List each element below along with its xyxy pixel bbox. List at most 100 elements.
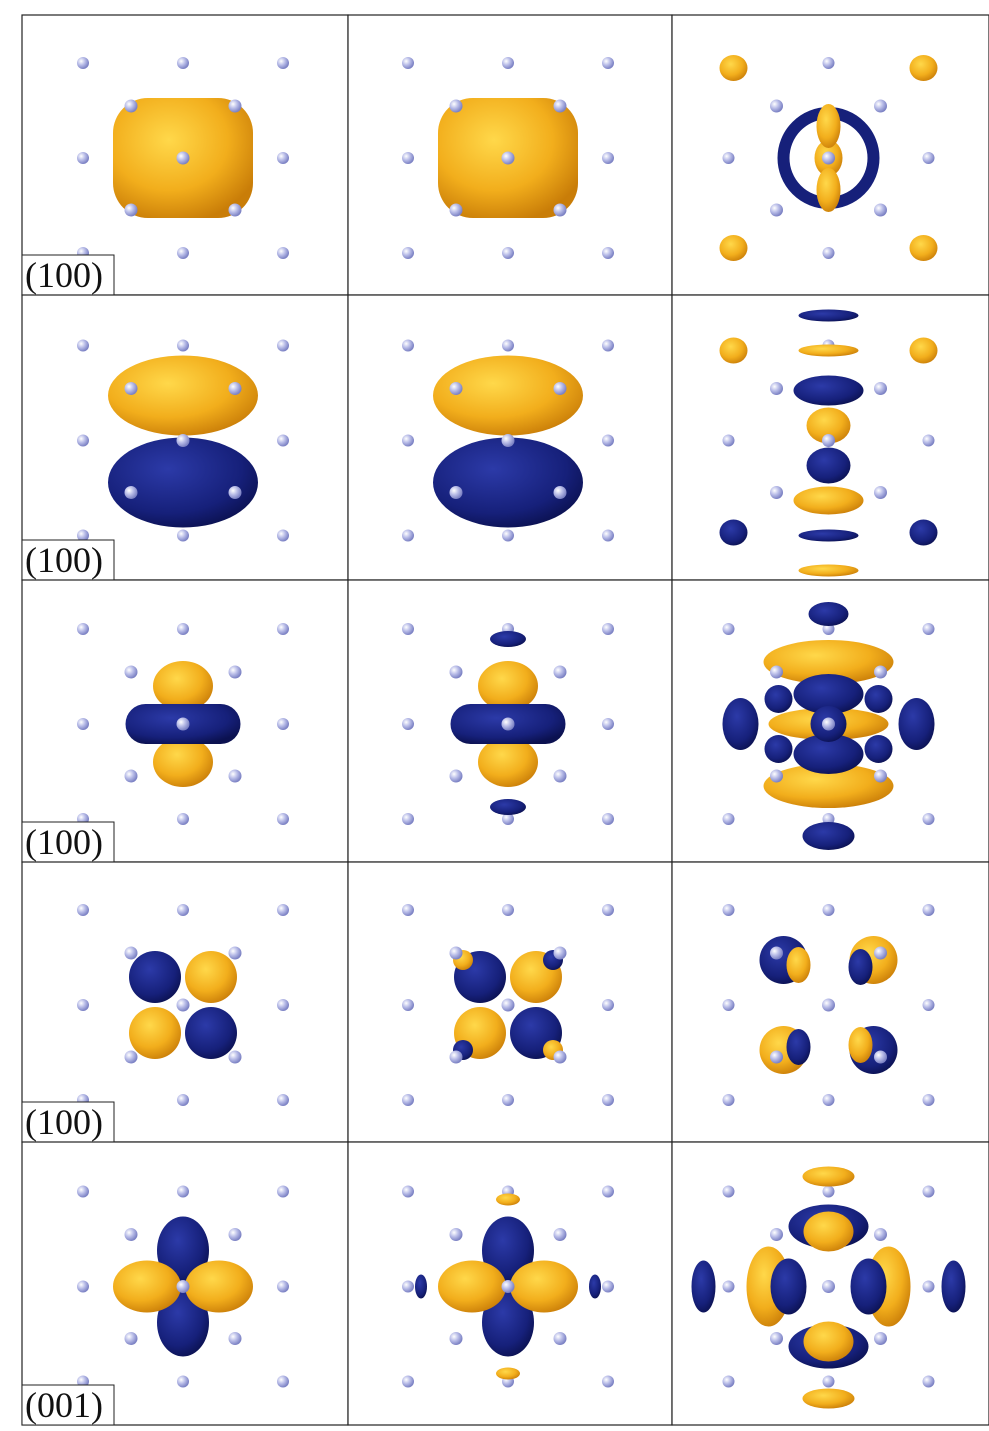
lobe xyxy=(720,55,748,81)
atom xyxy=(277,247,289,259)
atom xyxy=(402,1094,414,1106)
atom xyxy=(402,813,414,825)
atom xyxy=(77,152,89,164)
row-label: (100) xyxy=(25,540,103,580)
atom xyxy=(770,486,783,499)
lobe xyxy=(865,685,893,713)
lobe xyxy=(108,438,258,528)
atom xyxy=(125,1228,138,1241)
atom xyxy=(602,57,614,69)
lobe xyxy=(865,735,893,763)
lobe xyxy=(809,602,849,626)
atom xyxy=(602,1186,614,1198)
atom xyxy=(602,623,614,635)
panel xyxy=(348,1142,672,1425)
atom xyxy=(770,1228,783,1241)
atom xyxy=(402,718,414,730)
lobe xyxy=(153,737,213,787)
figure: (100)(100)(100)(100)(001) xyxy=(0,0,989,1431)
atom xyxy=(77,904,89,916)
atom xyxy=(77,623,89,635)
atom xyxy=(502,999,515,1012)
atom xyxy=(823,1376,835,1388)
lobe xyxy=(415,1275,427,1299)
atom xyxy=(125,770,138,783)
lobe xyxy=(185,1261,253,1313)
atom xyxy=(923,1186,935,1198)
atom xyxy=(125,382,138,395)
atom xyxy=(277,530,289,542)
atom xyxy=(277,1281,289,1293)
atom xyxy=(402,530,414,542)
lobe xyxy=(185,1007,237,1059)
atom xyxy=(177,718,190,731)
atom xyxy=(723,1376,735,1388)
lobe xyxy=(803,1389,855,1409)
lobe xyxy=(804,1212,854,1252)
atom xyxy=(450,666,463,679)
atom xyxy=(823,904,835,916)
atom xyxy=(402,435,414,447)
lobe xyxy=(185,951,237,1003)
atom xyxy=(770,1051,783,1064)
atom xyxy=(602,1281,614,1293)
lobe xyxy=(692,1261,716,1313)
atom xyxy=(554,100,567,113)
atom xyxy=(77,57,89,69)
atom xyxy=(770,204,783,217)
atom xyxy=(554,947,567,960)
lobe xyxy=(771,1259,807,1315)
atom xyxy=(77,340,89,352)
atom xyxy=(923,623,935,635)
atom xyxy=(823,1186,835,1198)
atom xyxy=(277,152,289,164)
atom xyxy=(402,57,414,69)
atom xyxy=(502,340,514,352)
atom xyxy=(554,770,567,783)
atom xyxy=(177,530,189,542)
lobe xyxy=(942,1261,966,1313)
atom xyxy=(822,152,835,165)
atom xyxy=(277,340,289,352)
panel: (100) xyxy=(22,15,348,295)
lobe xyxy=(478,737,538,787)
atom xyxy=(177,999,190,1012)
lobe xyxy=(490,631,526,647)
lobe xyxy=(799,530,859,542)
atom xyxy=(402,152,414,164)
atom xyxy=(602,1094,614,1106)
panel: (100) xyxy=(22,295,348,580)
panel xyxy=(672,580,989,862)
atom xyxy=(177,1094,189,1106)
atom xyxy=(277,999,289,1011)
atom xyxy=(402,999,414,1011)
panel: (100) xyxy=(22,580,348,862)
atom xyxy=(874,1051,887,1064)
atom xyxy=(402,904,414,916)
atom xyxy=(723,813,735,825)
lobe xyxy=(438,1261,506,1313)
atom xyxy=(177,623,189,635)
row-label: (001) xyxy=(25,1385,103,1425)
lobe xyxy=(720,338,748,364)
atom xyxy=(177,340,189,352)
atom xyxy=(554,204,567,217)
lobe xyxy=(799,310,859,322)
atom xyxy=(502,247,514,259)
atom xyxy=(723,623,735,635)
panel: (001) xyxy=(22,1142,348,1425)
atom xyxy=(229,382,242,395)
atom xyxy=(602,435,614,447)
atom xyxy=(402,247,414,259)
atom xyxy=(277,904,289,916)
atom xyxy=(602,152,614,164)
atom xyxy=(277,718,289,730)
lobe xyxy=(765,735,793,763)
atom xyxy=(770,666,783,679)
atom xyxy=(402,1186,414,1198)
atom xyxy=(554,382,567,395)
lobe xyxy=(794,376,864,406)
atom xyxy=(723,1186,735,1198)
atom xyxy=(277,1186,289,1198)
atom xyxy=(723,999,735,1011)
